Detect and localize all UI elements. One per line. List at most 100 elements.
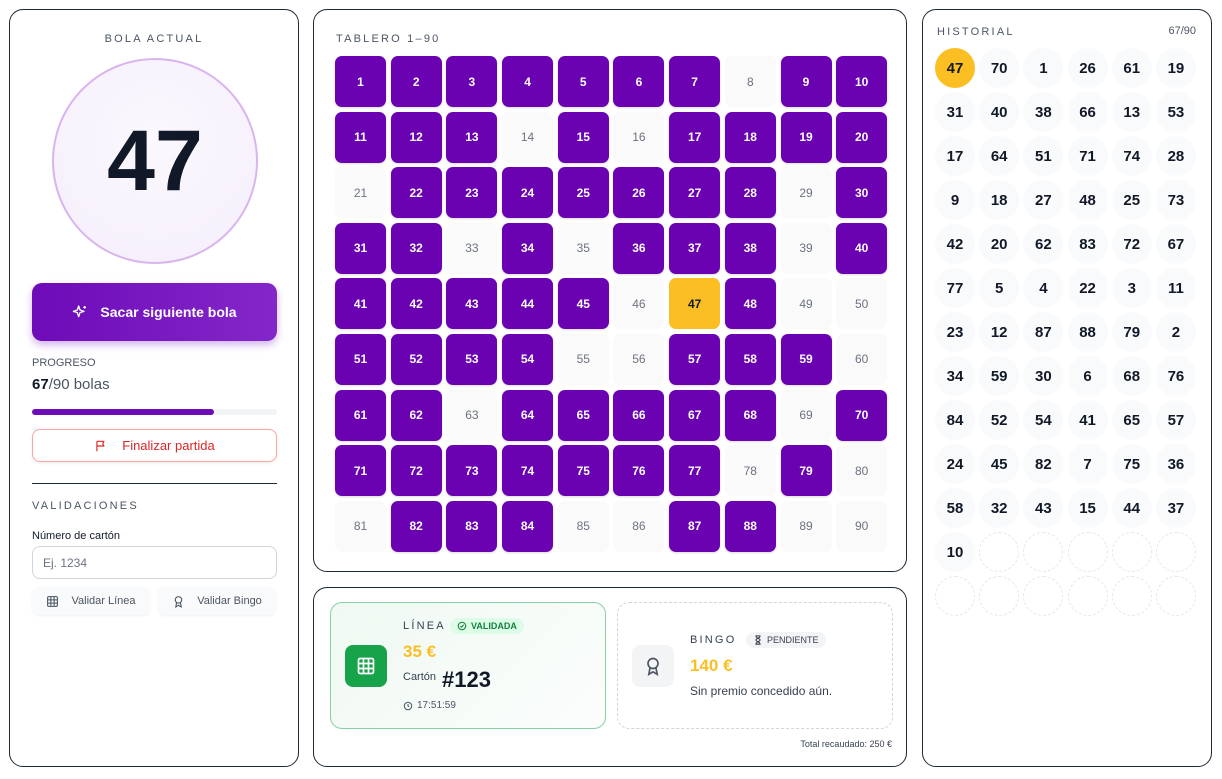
history-ball: 79 — [1111, 312, 1152, 352]
board-cell: 40 — [836, 222, 888, 274]
history-ball: 47 — [935, 48, 975, 88]
history-ball: 64 — [979, 136, 1020, 176]
award-icon — [647, 657, 659, 676]
pending-badge-label: PENDIENTE — [767, 635, 819, 645]
history-ball: 66 — [1067, 92, 1108, 132]
board-cell: 85 — [557, 500, 609, 552]
board-cell: 50 — [836, 278, 888, 330]
board-cell: 21 — [335, 167, 386, 219]
progress-bar — [32, 409, 277, 415]
board-cell: 70 — [836, 389, 888, 441]
board-cell: 80 — [836, 445, 888, 497]
board-cell: 51 — [335, 333, 386, 385]
board-cell: 36 — [613, 222, 665, 274]
board-cell: 13 — [446, 111, 498, 163]
board-cell: 44 — [502, 278, 554, 330]
board-cell: 5 — [557, 56, 609, 107]
history-empty-slot — [979, 532, 1020, 572]
board-cell: 59 — [780, 333, 832, 385]
board-cell: 7 — [669, 56, 721, 107]
history-ball: 87 — [1023, 312, 1064, 352]
board-label: TABLERO 1–90 — [336, 33, 441, 45]
board-cell: 38 — [724, 222, 776, 274]
history-ball: 88 — [1067, 312, 1108, 352]
history-ball: 32 — [979, 488, 1020, 528]
board-cell: 77 — [669, 445, 721, 497]
grid-icon — [357, 657, 375, 675]
bingo-prize-note: Sin premio concedido aún. — [690, 684, 833, 698]
progress-text: 67/90 bolas — [32, 376, 110, 393]
board-cell: 64 — [502, 389, 554, 441]
board-cell: 45 — [557, 278, 609, 330]
line-card-number: #123 — [442, 667, 491, 692]
board-cell: 78 — [724, 445, 776, 497]
validations-label: VALIDACIONES — [32, 500, 139, 512]
progress-total: /90 bolas — [48, 376, 110, 393]
history-label: HISTORIAL — [937, 26, 1015, 38]
hourglass-icon — [755, 635, 761, 645]
history-ball: 3 — [1111, 268, 1152, 308]
history-empty-slot — [1023, 576, 1064, 616]
board-cell: 63 — [446, 389, 498, 441]
history-ball: 26 — [1067, 48, 1108, 88]
card-number-input[interactable] — [32, 546, 277, 579]
validated-badge-label: VALIDADA — [471, 621, 517, 631]
board-cell: 83 — [446, 500, 498, 552]
board-cell: 30 — [836, 167, 888, 219]
bingo-prize-amount: 140 € — [690, 656, 733, 675]
board-cell: 37 — [669, 222, 721, 274]
history-empty-slot — [1155, 532, 1196, 572]
history-ball: 61 — [1111, 48, 1152, 88]
history-empty-slot — [935, 576, 975, 616]
board-cell: 31 — [335, 222, 386, 274]
history-ball: 9 — [935, 180, 975, 220]
board-cell: 4 — [502, 56, 554, 107]
line-prize-time-text: 17:51:59 — [417, 700, 456, 711]
history-empty-slot — [979, 576, 1020, 616]
history-ball: 30 — [1023, 356, 1064, 396]
history-ball: 57 — [1155, 400, 1196, 440]
history-ball: 41 — [1067, 400, 1108, 440]
validate-bingo-button[interactable]: Validar Bingo — [158, 587, 276, 615]
line-prize-title: LÍNEA — [403, 620, 446, 632]
history-ball: 71 — [1067, 136, 1108, 176]
history-ball: 13 — [1111, 92, 1152, 132]
board-cell: 65 — [557, 389, 609, 441]
sparkles-icon — [73, 305, 87, 318]
history-ball: 18 — [979, 180, 1020, 220]
check-circle-icon — [457, 621, 467, 631]
board-cell: 29 — [780, 167, 832, 219]
board-cell: 79 — [780, 445, 832, 497]
board-cell: 20 — [836, 111, 888, 163]
history-ball: 1 — [1023, 48, 1064, 88]
history-ball: 73 — [1155, 180, 1196, 220]
history-ball: 34 — [935, 356, 975, 396]
total-collected: Total recaudado: 250 € — [800, 739, 892, 749]
draw-button-label: Sacar siguiente bola — [100, 304, 237, 320]
board-cell: 90 — [836, 500, 888, 552]
board-cell: 9 — [780, 56, 832, 107]
history-ball: 6 — [1067, 356, 1108, 396]
history-empty-slot — [1067, 532, 1108, 572]
validate-line-button[interactable]: Validar Línea — [32, 587, 150, 615]
history-ball: 77 — [935, 268, 975, 308]
history-ball: 23 — [935, 312, 975, 352]
line-prize-icon-box — [345, 645, 387, 687]
end-game-button[interactable]: Finalizar partida — [32, 429, 277, 462]
line-card-label: Cartón — [403, 671, 437, 683]
history-empty-slot — [1111, 576, 1152, 616]
board-cell: 46 — [613, 278, 665, 330]
board-cell: 47 — [669, 278, 721, 330]
history-ball: 54 — [1023, 400, 1064, 440]
draw-next-ball-button[interactable]: Sacar siguiente bola — [32, 283, 277, 341]
history-grid: 47 70 1 26 61 19 31 40 38 66 13 53 17 64 51 71 74 28 9 18 27… — [935, 48, 1196, 616]
history-ball: 53 — [1155, 92, 1196, 132]
prizes-panel: LÍNEA VALIDADA 35 € Cartón #123 17:51:59… — [313, 587, 907, 767]
history-empty-slot — [1111, 532, 1152, 572]
flag-icon — [96, 440, 105, 451]
board-cell: 15 — [557, 111, 609, 163]
board-cell: 43 — [446, 278, 498, 330]
board-cell: 60 — [836, 333, 888, 385]
board-cell: 67 — [669, 389, 721, 441]
history-ball: 51 — [1023, 136, 1064, 176]
